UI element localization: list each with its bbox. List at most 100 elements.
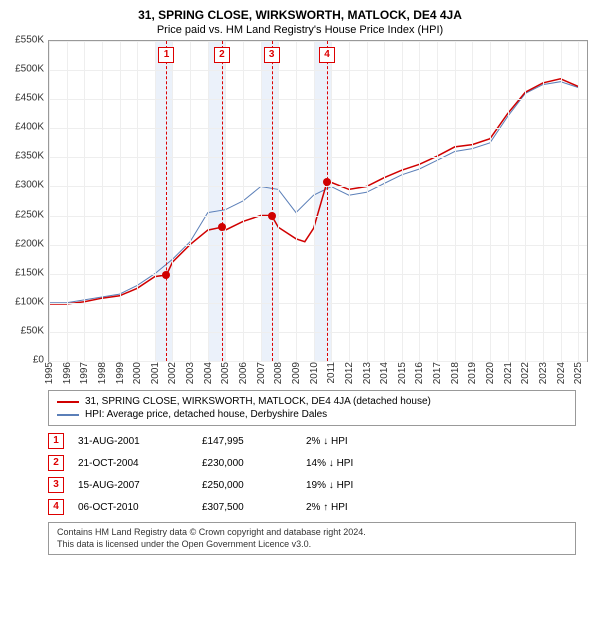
event-marker-box: 3 xyxy=(264,47,280,63)
gridline-h xyxy=(49,216,587,217)
event-line xyxy=(222,41,223,361)
gridline-v xyxy=(455,41,456,361)
y-tick-label: £450K xyxy=(0,93,44,104)
x-tick-label: 2025 xyxy=(573,362,593,384)
chart-lines xyxy=(49,41,587,361)
gridline-v xyxy=(120,41,121,361)
legend-item: HPI: Average price, detached house, Derb… xyxy=(57,408,567,421)
gridline-h xyxy=(49,245,587,246)
gridline-v xyxy=(384,41,385,361)
gridline-h xyxy=(49,303,587,304)
event-row-delta: 19% ↓ HPI xyxy=(306,480,406,491)
event-row-date: 15-AUG-2007 xyxy=(78,480,188,491)
events-table: 131-AUG-2001£147,9952% ↓ HPI221-OCT-2004… xyxy=(48,430,576,518)
y-tick-label: £350K xyxy=(0,151,44,162)
gridline-v xyxy=(172,41,173,361)
gridline-h xyxy=(49,99,587,100)
gridline-v xyxy=(278,41,279,361)
gridline-v xyxy=(84,41,85,361)
gridline-v xyxy=(67,41,68,361)
gridline-v xyxy=(490,41,491,361)
page-subtitle: Price paid vs. HM Land Registry's House … xyxy=(0,22,600,40)
event-line xyxy=(327,41,328,361)
gridline-h xyxy=(49,157,587,158)
footer: Contains HM Land Registry data © Crown c… xyxy=(48,522,576,555)
x-tick-label: 2023 xyxy=(538,362,558,384)
event-row: 2 21-OCT-2004 £230,000 14% ↓ HPI xyxy=(48,452,576,474)
gridline-v xyxy=(190,41,191,361)
event-dot xyxy=(268,212,276,220)
gridline-v xyxy=(314,41,315,361)
event-row-number: 3 xyxy=(48,477,64,493)
event-dot xyxy=(218,223,226,231)
gridline-v xyxy=(261,41,262,361)
legend-label: 31, SPRING CLOSE, WIRKSWORTH, MATLOCK, D… xyxy=(85,396,431,407)
event-marker-box: 2 xyxy=(214,47,230,63)
gridline-v xyxy=(49,41,50,361)
gridline-v xyxy=(349,41,350,361)
event-line xyxy=(272,41,273,361)
gridline-v xyxy=(508,41,509,361)
event-row-date: 21-OCT-2004 xyxy=(78,458,188,469)
legend-swatch xyxy=(57,414,79,416)
gridline-v xyxy=(331,41,332,361)
event-marker-box: 1 xyxy=(158,47,174,63)
gridline-v xyxy=(402,41,403,361)
gridline-v xyxy=(419,41,420,361)
event-row: 4 06-OCT-2010 £307,500 2% ↑ HPI xyxy=(48,496,576,518)
event-row-price: £307,500 xyxy=(202,502,292,513)
event-dot xyxy=(162,271,170,279)
legend: 31, SPRING CLOSE, WIRKSWORTH, MATLOCK, D… xyxy=(48,390,576,426)
gridline-v xyxy=(525,41,526,361)
gridline-h xyxy=(49,70,587,71)
chart: 1234 £0£50K£100K£150K£200K£250K£300K£350… xyxy=(48,40,588,380)
gridline-v xyxy=(208,41,209,361)
gridline-v xyxy=(561,41,562,361)
y-tick-label: £400K xyxy=(0,122,44,133)
event-row-delta: 2% ↑ HPI xyxy=(306,502,406,513)
gridline-v xyxy=(437,41,438,361)
gridline-v xyxy=(296,41,297,361)
page-title: 31, SPRING CLOSE, WIRKSWORTH, MATLOCK, D… xyxy=(0,0,600,22)
footer-line-1: Contains HM Land Registry data © Crown c… xyxy=(57,527,567,539)
event-marker-box: 4 xyxy=(319,47,335,63)
x-tick-label: 1995 xyxy=(44,362,64,384)
y-tick-label: £300K xyxy=(0,180,44,191)
gridline-h xyxy=(49,186,587,187)
gridline-v xyxy=(155,41,156,361)
gridline-h xyxy=(49,41,587,42)
y-tick-label: £0 xyxy=(0,355,44,366)
event-row-date: 06-OCT-2010 xyxy=(78,502,188,513)
y-tick-label: £200K xyxy=(0,238,44,249)
event-row-number: 1 xyxy=(48,433,64,449)
y-tick-label: £50K xyxy=(0,325,44,336)
footer-line-2: This data is licensed under the Open Gov… xyxy=(57,539,567,551)
event-row-delta: 2% ↓ HPI xyxy=(306,436,406,447)
event-row: 3 15-AUG-2007 £250,000 19% ↓ HPI xyxy=(48,474,576,496)
event-row-number: 2 xyxy=(48,455,64,471)
event-row-price: £230,000 xyxy=(202,458,292,469)
legend-swatch xyxy=(57,401,79,403)
y-tick-label: £100K xyxy=(0,296,44,307)
gridline-v xyxy=(578,41,579,361)
y-tick-label: £550K xyxy=(0,35,44,46)
gridline-v xyxy=(225,41,226,361)
gridline-h xyxy=(49,274,587,275)
gridline-h xyxy=(49,128,587,129)
event-row-number: 4 xyxy=(48,499,64,515)
event-row-delta: 14% ↓ HPI xyxy=(306,458,406,469)
y-tick-label: £250K xyxy=(0,209,44,220)
gridline-v xyxy=(472,41,473,361)
x-tick-label: 2020 xyxy=(485,362,505,384)
gridline-v xyxy=(137,41,138,361)
x-tick-label: 2012 xyxy=(344,362,364,384)
plot-area: 1 2 3 4 xyxy=(48,40,588,362)
gridline-v xyxy=(543,41,544,361)
y-tick-label: £500K xyxy=(0,64,44,75)
event-row-date: 31-AUG-2001 xyxy=(78,436,188,447)
event-row: 131-AUG-2001£147,9952% ↓ HPI xyxy=(48,430,576,452)
event-row-price: £250,000 xyxy=(202,480,292,491)
x-tick-label: 2009 xyxy=(291,362,311,384)
gridline-h xyxy=(49,332,587,333)
gridline-v xyxy=(243,41,244,361)
